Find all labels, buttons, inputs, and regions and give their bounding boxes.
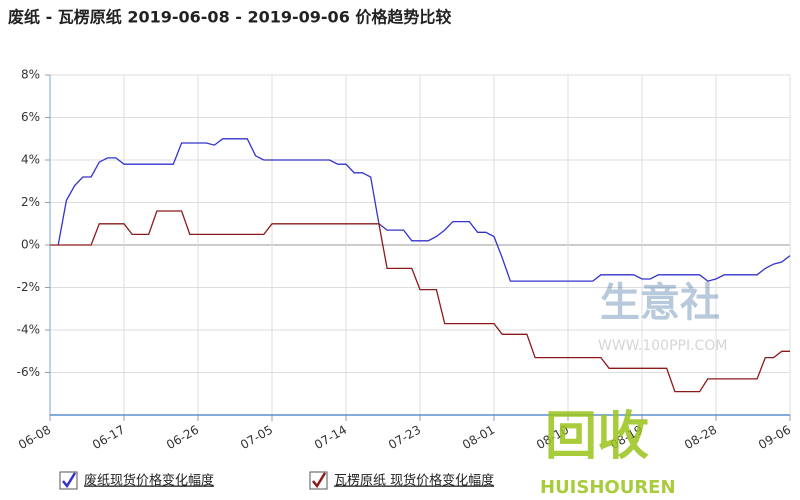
x-tick-label: 09-06 — [756, 423, 793, 453]
watermark-logo: 回收 — [545, 407, 649, 467]
x-tick-label: 06-08 — [16, 423, 53, 453]
x-tick-label: 07-14 — [312, 423, 349, 453]
legend-label: 废纸现货价格变化幅度 — [84, 473, 214, 489]
x-tick-label: 06-26 — [164, 423, 201, 453]
watermark-brand: HUISHOUREN — [540, 477, 676, 498]
x-tick-label: 08-01 — [460, 423, 497, 453]
y-tick-label: 0% — [21, 238, 40, 252]
legend-check — [62, 472, 77, 489]
y-tick-label: 6% — [21, 110, 40, 124]
series-line — [57, 138, 791, 282]
watermark-url: WWW.100PPI.COM — [598, 338, 727, 354]
legend-check — [312, 472, 327, 489]
x-tick-label: 08-28 — [682, 423, 719, 453]
y-tick-label: -6% — [17, 365, 40, 379]
y-tick-label: 8% — [21, 68, 40, 82]
chart-title: 废纸 - 瓦楞原纸 2019-06-08 - 2019-09-06 价格趋势比较 — [8, 8, 451, 27]
watermarks: 生意社 WWW.100PPI.COM — [598, 280, 727, 354]
x-tick-label: 07-23 — [386, 423, 423, 453]
y-tick-label: -4% — [17, 323, 40, 337]
watermark-site: 生意社 — [600, 280, 720, 326]
watermarks-logo: 回收 HUISHOUREN — [540, 407, 676, 498]
series-line — [50, 210, 790, 393]
y-tick-label: -2% — [17, 280, 40, 294]
x-tick-label: 07-05 — [238, 423, 275, 453]
legend-label: 瓦楞原纸 现货价格变化幅度 — [334, 473, 494, 489]
x-tick-label: 06-17 — [90, 423, 127, 453]
y-tick-label: 2% — [21, 195, 40, 209]
y-tick-label: 4% — [21, 153, 40, 167]
